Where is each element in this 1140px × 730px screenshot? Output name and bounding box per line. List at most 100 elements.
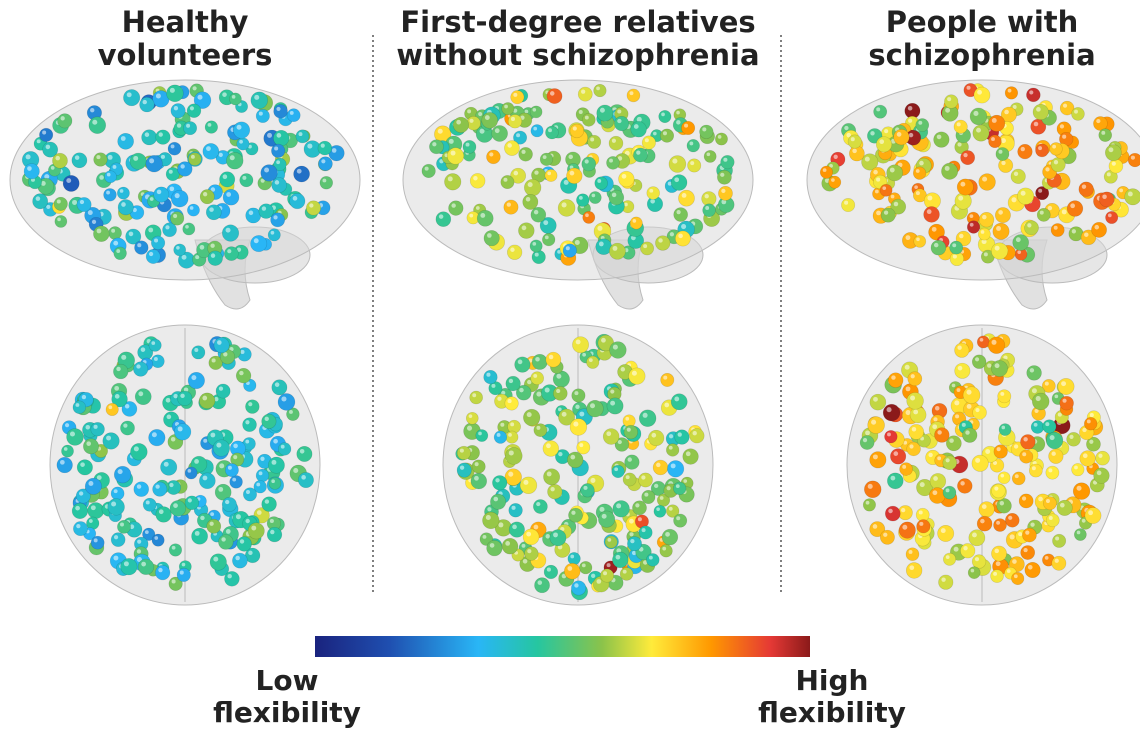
sphere-highlight (508, 433, 512, 437)
node-sphere (531, 372, 544, 385)
node-sphere (943, 456, 957, 470)
sphere-highlight (265, 499, 269, 503)
sphere-highlight (80, 200, 84, 204)
sphere-highlight (567, 566, 572, 571)
node-sphere (581, 483, 595, 497)
node-sphere (267, 527, 282, 542)
node-sphere (609, 136, 623, 150)
node-sphere (72, 503, 88, 519)
sphere-highlight (133, 156, 138, 161)
node-sphere (899, 522, 915, 538)
node-sphere (848, 135, 862, 149)
sphere-highlight (871, 420, 876, 425)
sphere-highlight (167, 415, 172, 420)
sphere-highlight (1030, 368, 1034, 372)
sphere-highlight (149, 158, 154, 163)
sphere-highlight (174, 106, 178, 110)
sphere-highlight (272, 460, 277, 465)
node-sphere (152, 534, 164, 546)
sphere-highlight (439, 214, 443, 218)
sphere-highlight (97, 229, 102, 234)
node-sphere (171, 190, 188, 207)
sphere-highlight (106, 436, 111, 441)
node-sphere (93, 226, 109, 242)
sphere-highlight (511, 117, 515, 121)
sphere-highlight (1083, 453, 1088, 458)
node-sphere (938, 575, 953, 590)
node-sphere (278, 393, 295, 410)
node-sphere (1085, 507, 1101, 523)
sphere-highlight (85, 425, 90, 430)
node-sphere (883, 404, 900, 421)
node-sphere (563, 244, 577, 258)
node-sphere (94, 153, 108, 167)
node-sphere (1099, 129, 1112, 142)
sphere-highlight (485, 115, 490, 120)
node-sphere (472, 460, 485, 473)
node-sphere (960, 543, 975, 558)
node-sphere (490, 494, 505, 509)
sphere-highlight (946, 458, 950, 462)
node-sphere (226, 152, 243, 169)
column-title: without schizophrenia (396, 38, 759, 72)
sphere-highlight (906, 235, 911, 240)
sphere-highlight (693, 431, 697, 435)
sphere-highlight (976, 128, 981, 133)
sphere-highlight (876, 178, 880, 182)
node-sphere (233, 122, 250, 139)
node-sphere (113, 364, 128, 379)
node-sphere (91, 422, 105, 436)
node-sphere (931, 240, 946, 255)
sphere-highlight (676, 111, 680, 115)
sphere-highlight (240, 539, 244, 543)
sphere-highlight (570, 555, 574, 559)
node-sphere (1046, 432, 1063, 449)
node-sphere (85, 478, 101, 494)
node-sphere (142, 130, 157, 145)
sphere-highlight (300, 449, 305, 454)
sphere-highlight (111, 501, 116, 506)
sphere-highlight (113, 556, 118, 561)
node-sphere (597, 105, 613, 121)
node-sphere (523, 409, 540, 426)
node-sphere (595, 177, 608, 190)
sphere-highlight (257, 510, 262, 515)
sphere-highlight (634, 124, 639, 129)
sphere-highlight (536, 426, 540, 430)
sphere-highlight (1036, 396, 1041, 401)
node-sphere (540, 153, 553, 166)
node-sphere (978, 228, 990, 240)
sphere-highlight (1061, 381, 1066, 386)
node-sphere (156, 130, 171, 145)
sphere-highlight (115, 394, 120, 399)
node-sphere (868, 417, 885, 434)
sphere-highlight (151, 341, 155, 345)
node-sphere (1036, 144, 1049, 157)
sphere-highlight (932, 424, 937, 429)
node-sphere (1021, 545, 1035, 559)
node-sphere (586, 356, 599, 369)
node-sphere (620, 567, 633, 580)
sphere-highlight (718, 135, 722, 139)
sphere-highlight (891, 375, 895, 379)
sphere-highlight (297, 169, 302, 174)
sphere-highlight (913, 410, 918, 415)
node-sphere (492, 476, 507, 491)
node-sphere (991, 243, 1008, 260)
sphere-highlight (256, 483, 260, 487)
sphere-highlight (239, 140, 243, 144)
node-sphere (997, 498, 1012, 513)
sphere-highlight (527, 380, 531, 384)
sphere-highlight (1054, 160, 1058, 164)
sphere-highlight (627, 428, 631, 432)
sphere-highlight (884, 129, 888, 133)
sphere-highlight (522, 225, 527, 230)
node-sphere (192, 346, 205, 359)
sphere-highlight (490, 543, 495, 548)
sphere-highlight (618, 440, 622, 444)
node-sphere (972, 555, 986, 569)
sphere-highlight (723, 158, 727, 162)
sphere-highlight (894, 202, 899, 207)
sphere-highlight (957, 122, 961, 126)
sphere-highlight (1001, 426, 1005, 430)
